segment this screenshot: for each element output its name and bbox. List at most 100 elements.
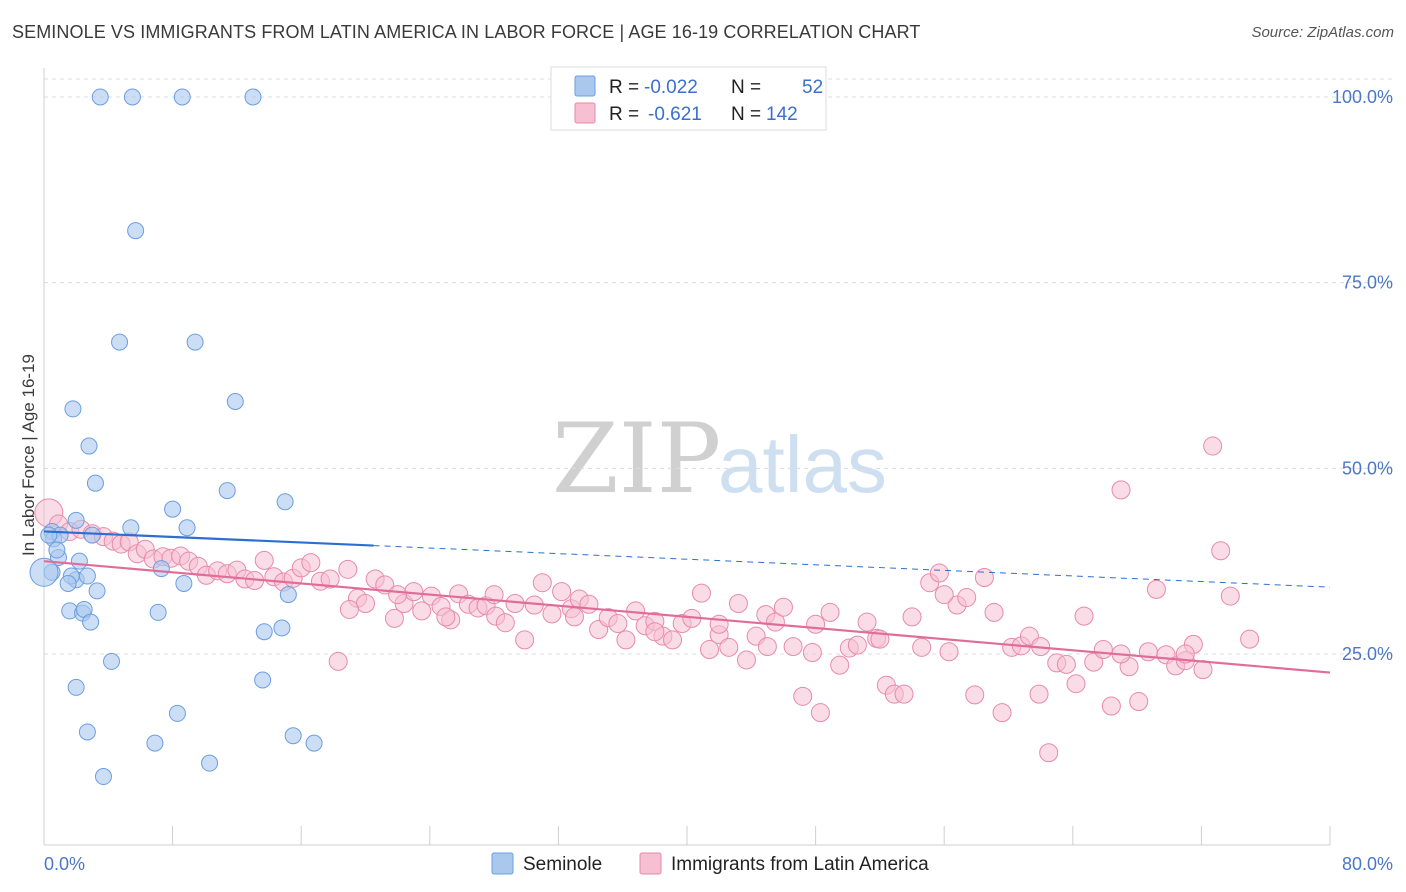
latin-america-point bbox=[783, 637, 803, 657]
latin-america-points bbox=[34, 436, 1260, 763]
latin-america-point bbox=[984, 602, 1004, 622]
legend-swatch-latin-america bbox=[574, 102, 596, 124]
latin-america-point bbox=[992, 703, 1012, 723]
seminole-point bbox=[284, 727, 302, 745]
seminole-point bbox=[254, 671, 272, 689]
latin-america-trendline bbox=[43, 560, 1331, 674]
seminole-point bbox=[59, 574, 77, 592]
latin-america-point bbox=[719, 637, 739, 657]
seminole-point bbox=[127, 222, 145, 240]
seminole-point bbox=[78, 723, 96, 741]
latin-america-point bbox=[700, 640, 720, 660]
latin-america-point bbox=[515, 630, 535, 650]
latin-america-point bbox=[965, 685, 985, 705]
gridlines bbox=[44, 78, 1394, 655]
seminole-point bbox=[218, 482, 236, 500]
bottom-legend: Seminole Immigrants from Latin America bbox=[491, 852, 929, 875]
seminole-point bbox=[164, 500, 182, 518]
chart-title: SEMINOLE VS IMMIGRANTS FROM LATIN AMERIC… bbox=[12, 22, 921, 42]
legend-box bbox=[550, 66, 827, 131]
latin-america-point bbox=[793, 686, 813, 706]
latin-america-point bbox=[1039, 743, 1059, 763]
latin-america-point bbox=[301, 553, 321, 573]
latin-america-point bbox=[1101, 696, 1121, 716]
latin-america-point bbox=[495, 613, 515, 633]
seminole-point bbox=[70, 552, 88, 570]
legend-r-label: R = bbox=[609, 77, 639, 98]
bottom-legend-swatch-seminole bbox=[491, 852, 514, 875]
latin-america-point bbox=[412, 601, 432, 621]
seminole-point bbox=[67, 511, 85, 529]
y-tick-label: 75.0% bbox=[1342, 273, 1393, 293]
latin-america-point bbox=[736, 650, 756, 670]
seminole-point bbox=[67, 678, 85, 696]
seminole-point bbox=[88, 582, 106, 600]
seminole-point bbox=[273, 619, 291, 637]
latin-america-point bbox=[802, 643, 822, 663]
bottom-legend-seminole: Seminole bbox=[523, 854, 602, 875]
seminole-point bbox=[255, 623, 273, 641]
seminole-point bbox=[149, 603, 167, 621]
latin-america-point bbox=[1203, 436, 1223, 456]
seminole-trendline-extension bbox=[373, 545, 1331, 588]
latin-america-point bbox=[339, 599, 359, 619]
latin-america-point bbox=[1066, 674, 1086, 694]
latin-america-point bbox=[820, 602, 840, 622]
latin-america-point bbox=[957, 588, 977, 608]
latin-america-point bbox=[847, 635, 867, 655]
legend-r-value: -0.022 bbox=[644, 77, 698, 98]
latin-america-point bbox=[436, 607, 456, 627]
latin-america-point bbox=[691, 583, 711, 603]
seminole-point bbox=[123, 88, 141, 106]
latin-america-point bbox=[254, 550, 274, 570]
latin-america-point bbox=[320, 569, 340, 589]
legend-n-value: 142 bbox=[766, 104, 798, 125]
seminole-point bbox=[83, 526, 101, 544]
seminole-point bbox=[122, 519, 140, 537]
latin-america-point bbox=[616, 630, 636, 650]
latin-america-point bbox=[806, 614, 826, 634]
latin-america-point bbox=[579, 594, 599, 614]
seminole-point bbox=[82, 613, 100, 631]
seminole-point bbox=[78, 567, 96, 585]
seminole-point bbox=[146, 734, 164, 752]
latin-america-point bbox=[830, 655, 850, 675]
latin-america-point bbox=[532, 573, 552, 593]
latin-america-point bbox=[645, 622, 665, 642]
latin-america-point bbox=[974, 568, 994, 588]
latin-america-point bbox=[1220, 586, 1240, 606]
latin-america-point bbox=[757, 637, 777, 657]
chart-source: Source: ZipAtlas.com bbox=[1251, 24, 1394, 41]
latin-america-point bbox=[1211, 541, 1231, 561]
watermark-zip: ZIP bbox=[552, 403, 721, 515]
latin-america-point bbox=[1074, 606, 1094, 626]
y-tick-label: 100.0% bbox=[1332, 87, 1393, 107]
bottom-legend-latin-america: Immigrants from Latin America bbox=[671, 854, 929, 875]
latin-america-point bbox=[1029, 684, 1049, 704]
latin-america-point bbox=[1093, 640, 1113, 660]
seminole-point bbox=[178, 519, 196, 537]
legend-r-label: R = bbox=[609, 104, 639, 125]
bottom-legend-swatch-latin-america bbox=[639, 852, 662, 875]
latin-america-point bbox=[388, 585, 408, 605]
latin-america-point bbox=[1056, 654, 1076, 674]
seminole-point bbox=[94, 768, 112, 786]
latin-america-point bbox=[728, 593, 748, 613]
latin-america-point bbox=[608, 614, 628, 634]
latin-america-point bbox=[934, 585, 954, 605]
latin-america-point bbox=[1129, 692, 1149, 712]
latin-america-point bbox=[765, 612, 785, 632]
latin-america-point bbox=[912, 637, 932, 657]
trendlines bbox=[43, 530, 1331, 674]
legend-n-label: N = bbox=[731, 104, 761, 125]
y-tick-labels: 25.0% 50.0% 75.0% 100.0% bbox=[1332, 87, 1393, 664]
latin-america-point bbox=[338, 559, 358, 579]
seminole-point bbox=[226, 392, 244, 410]
seminole-point bbox=[305, 734, 323, 752]
legend-n-label: N = bbox=[731, 77, 761, 98]
latin-america-point bbox=[902, 607, 922, 627]
seminole-point bbox=[80, 437, 98, 455]
latin-america-point bbox=[857, 612, 877, 632]
y-axis-title: In Labor Force | Age 16-19 bbox=[19, 354, 38, 556]
